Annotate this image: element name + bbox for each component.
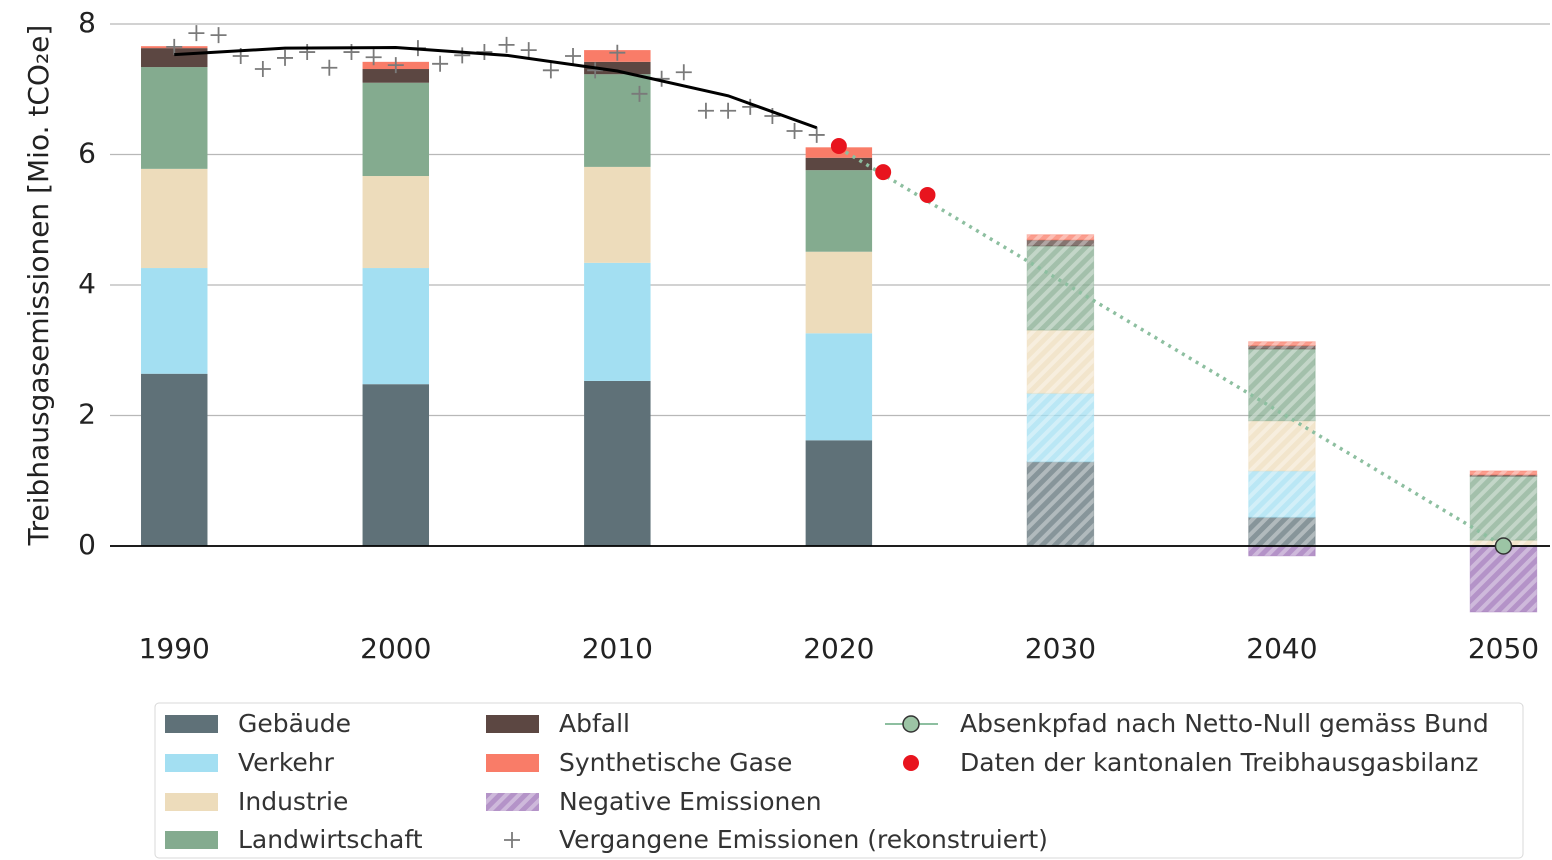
hatch [1470, 470, 1537, 475]
y-axis-label: Treibhausgasemissionen [Mio. tCO₂e] [22, 25, 55, 547]
x-tick-label: 2030 [1025, 632, 1096, 665]
hatch [1248, 341, 1316, 346]
plus-marker [609, 44, 626, 61]
x-tick-label: 2050 [1468, 632, 1539, 665]
bar [141, 268, 208, 374]
plus-marker [188, 25, 205, 42]
legend-label: Negative Emissionen [559, 787, 822, 816]
hatch [1027, 234, 1094, 240]
x-tick-label: 1990 [139, 632, 210, 665]
bar [141, 168, 208, 269]
plus-marker [454, 47, 471, 64]
legend-marker [902, 715, 920, 733]
plus-marker [587, 62, 604, 79]
x-tick-label: 2010 [582, 632, 653, 665]
hatch [486, 793, 539, 811]
legend-label: Industrie [238, 787, 348, 816]
legend-label: Landwirtschaft [238, 825, 423, 854]
hatch [1470, 546, 1537, 612]
legend-label: Absenkpfad nach Netto-Null gemäss Bund [960, 709, 1489, 738]
legend-swatch [486, 715, 539, 733]
bar [584, 262, 651, 381]
plus-marker [498, 36, 515, 53]
dot [919, 186, 936, 203]
plus-marker [387, 57, 404, 74]
bar [362, 82, 430, 177]
line-end-marker [1494, 537, 1513, 555]
bar [805, 157, 873, 171]
y-tick-label: 8 [78, 6, 96, 39]
plus-marker [254, 61, 271, 78]
bar [362, 69, 430, 83]
plus-marker [786, 123, 803, 140]
plus-marker [565, 47, 582, 64]
hatch [1027, 393, 1094, 462]
hatch [1027, 330, 1094, 394]
legend-swatch [165, 715, 218, 733]
x-tick-label: 2020 [803, 632, 874, 665]
bar [584, 166, 651, 263]
bar [805, 251, 873, 334]
hatch [1248, 348, 1316, 421]
bar [805, 170, 873, 252]
hatch [1248, 420, 1316, 471]
hatch [1027, 239, 1094, 246]
plus-marker [520, 42, 537, 59]
bar [584, 380, 651, 546]
plus-marker [321, 59, 338, 76]
hatch [1027, 245, 1094, 331]
bar [362, 176, 430, 269]
x-tick-label: 2000 [360, 632, 431, 665]
bar [141, 373, 208, 546]
legend-label: Synthetische Gase [559, 748, 792, 777]
y-tick-label: 2 [78, 398, 96, 431]
legend-marker [504, 832, 520, 848]
plus-marker [432, 55, 449, 72]
plus-marker [675, 64, 692, 81]
legend-marker [903, 755, 919, 771]
hatch [1470, 476, 1537, 541]
bar [805, 333, 873, 441]
plus-marker [210, 27, 227, 44]
bar [805, 440, 873, 546]
hatch [1248, 546, 1316, 556]
line [837, 146, 1505, 548]
plus-marker [277, 49, 294, 66]
line [174, 45, 818, 130]
hatch [1248, 345, 1316, 349]
legend-swatch [165, 793, 218, 811]
legend-box [154, 702, 1524, 859]
legend-label: Vergangene Emissionen (rekonstruiert) [559, 825, 1048, 854]
plus-marker [720, 102, 737, 119]
hatch [1027, 461, 1094, 546]
bar [141, 67, 208, 169]
legend-swatch [165, 831, 218, 849]
bar [362, 268, 430, 385]
plus-marker [299, 44, 316, 61]
plus-marker [365, 49, 382, 66]
x-tick-label: 2040 [1246, 632, 1317, 665]
plus-marker [631, 85, 648, 102]
hatch [1470, 474, 1537, 477]
hatch [1248, 470, 1316, 518]
legend-label: Daten der kantonalen Treibhausgasbilanz [960, 748, 1478, 777]
plus-marker [808, 126, 825, 143]
legend-label: Gebäude [238, 709, 351, 738]
dot [875, 164, 892, 181]
legend-swatch [165, 754, 218, 772]
legend-label: Verkehr [238, 748, 335, 777]
dot [830, 138, 847, 155]
plus-marker [166, 38, 183, 55]
bar [584, 74, 651, 167]
plus-marker [697, 102, 714, 119]
y-tick-label: 6 [78, 137, 96, 170]
hatch [1248, 517, 1316, 546]
legend-label: Abfall [559, 709, 630, 738]
y-tick-label: 0 [78, 528, 96, 561]
bar [362, 384, 430, 546]
plus-marker [542, 62, 559, 79]
y-tick-label: 4 [78, 267, 96, 300]
legend-swatch [486, 754, 539, 772]
